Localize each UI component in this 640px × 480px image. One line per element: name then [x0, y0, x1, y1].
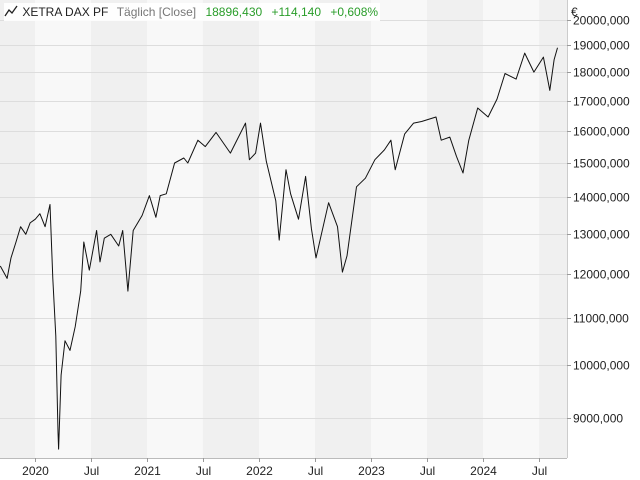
line-chart-icon: [4, 5, 18, 17]
background-band: [202, 0, 260, 458]
background-band: [483, 0, 540, 458]
price-line: [0, 47, 558, 450]
y-tick-label: 18000,000: [573, 66, 630, 80]
chart-legend: XETRA DAX PF Täglich [Close] 18896,430 +…: [4, 3, 381, 21]
year-bands: [0, 0, 567, 458]
y-tick-label: 15000,000: [573, 157, 630, 171]
y-tick-label: 12000,000: [573, 268, 630, 282]
y-tick-label: 13000,000: [573, 228, 630, 242]
background-band: [259, 0, 315, 458]
y-tick-label: 14000,000: [573, 191, 630, 205]
y-tick-label: 17000,000: [573, 95, 630, 109]
x-tick-label: Jul: [84, 464, 99, 478]
y-tick-label: 19000,000: [573, 39, 630, 53]
y-tick-label: 11000,000: [573, 312, 629, 326]
x-tick-label: Jul: [420, 464, 435, 478]
instrument-name: XETRA DAX PF: [22, 5, 109, 19]
y-tick-label: 16000,000: [573, 125, 630, 139]
x-tick-label: 2023: [358, 464, 385, 478]
x-tick-label: Jul: [196, 464, 211, 478]
x-tick-label: 2022: [246, 464, 273, 478]
currency-label: €: [571, 5, 578, 19]
x-tick-label: 2021: [134, 464, 161, 478]
background-band: [147, 0, 203, 458]
y-tick-label: 20000,000: [573, 14, 630, 28]
background-band: [314, 0, 372, 458]
gridlines: [0, 20, 567, 419]
period-label: Täglich [Close]: [116, 5, 197, 19]
x-tick-label: 2024: [470, 464, 497, 478]
change-value: +114,140: [271, 5, 322, 19]
background-band: [0, 0, 35, 458]
last-price: 18896,430: [205, 5, 263, 19]
y-tick-label: 9000,000: [573, 412, 623, 426]
x-tick-label: 2020: [22, 464, 49, 478]
y-tick-label: 10000,000: [573, 359, 630, 373]
x-axis: 2020 Jul 2021 Jul 2022 Jul 2023 Jul 2024 Jul: [22, 458, 547, 478]
y-axis: 9000,000 10000,000 11000,000 12000,000 13000…: [567, 14, 630, 426]
background-band: [371, 0, 427, 458]
change-percent: +0,608%: [330, 5, 379, 19]
background-band: [426, 0, 484, 458]
background-band: [90, 0, 148, 458]
background-band: [34, 0, 91, 458]
background-band: [539, 0, 567, 458]
x-tick-label: Jul: [532, 464, 547, 478]
x-tick-label: Jul: [308, 464, 323, 478]
